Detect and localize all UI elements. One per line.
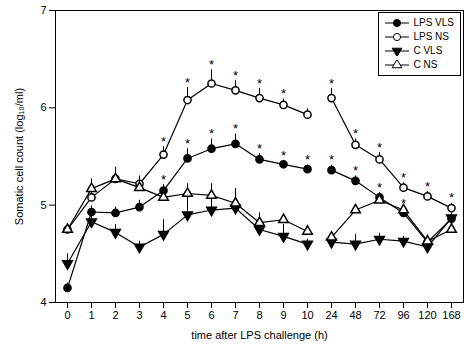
svg-text:3: 3 bbox=[136, 309, 142, 321]
html-text:C VLS: C VLS bbox=[413, 45, 443, 56]
svg-text:*: * bbox=[185, 136, 190, 151]
svg-text:*: * bbox=[329, 76, 334, 91]
svg-text:*: * bbox=[209, 126, 214, 141]
svg-text:*: * bbox=[233, 121, 238, 136]
svg-text:7: 7 bbox=[40, 4, 46, 16]
svg-text:*: * bbox=[353, 126, 358, 141]
svg-text:*: * bbox=[257, 76, 262, 91]
svg-text:*: * bbox=[281, 148, 286, 163]
svg-text:Somatic cell count (log₁₀/ml): Somatic cell count (log₁₀/ml) bbox=[13, 88, 25, 225]
svg-text:*: * bbox=[257, 141, 262, 156]
html-text:LPS VLS: LPS VLS bbox=[413, 17, 454, 28]
svg-text:*: * bbox=[161, 134, 166, 149]
svg-text:10: 10 bbox=[301, 309, 313, 321]
svg-text:48: 48 bbox=[349, 309, 361, 321]
svg-text:*: * bbox=[305, 152, 310, 167]
svg-text:5: 5 bbox=[40, 199, 46, 211]
svg-text:*: * bbox=[449, 190, 454, 205]
svg-text:*: * bbox=[329, 152, 334, 167]
svg-text:2: 2 bbox=[112, 309, 118, 321]
svg-text:6: 6 bbox=[40, 101, 46, 113]
svg-text:*: * bbox=[401, 170, 406, 185]
svg-text:9: 9 bbox=[280, 309, 286, 321]
svg-text:5: 5 bbox=[184, 309, 190, 321]
svg-text:*: * bbox=[185, 75, 190, 90]
svg-text:168: 168 bbox=[442, 309, 460, 321]
svg-text:*: * bbox=[377, 180, 382, 195]
svg-text:120: 120 bbox=[418, 309, 436, 321]
svg-text:*: * bbox=[161, 172, 166, 187]
html-text:LPS NS: LPS NS bbox=[413, 31, 449, 42]
svg-text:*: * bbox=[209, 57, 214, 72]
html-text:C NS: C NS bbox=[413, 59, 438, 70]
svg-text:4: 4 bbox=[40, 296, 46, 308]
svg-text:1: 1 bbox=[88, 309, 94, 321]
svg-text:72: 72 bbox=[373, 309, 385, 321]
svg-text:*: * bbox=[281, 86, 286, 101]
svg-text:*: * bbox=[353, 163, 358, 178]
svg-text:6: 6 bbox=[208, 309, 214, 321]
svg-text:*: * bbox=[425, 179, 430, 194]
svg-text:8: 8 bbox=[256, 309, 262, 321]
svg-text:*: * bbox=[377, 140, 382, 155]
svg-text:24: 24 bbox=[325, 309, 337, 321]
svg-text:time after LPS challenge (h): time after LPS challenge (h) bbox=[191, 329, 327, 341]
svg-text:4: 4 bbox=[160, 309, 166, 321]
svg-text:96: 96 bbox=[397, 309, 409, 321]
svg-text:7: 7 bbox=[232, 309, 238, 321]
svg-text:*: * bbox=[233, 68, 238, 83]
svg-text:0: 0 bbox=[64, 309, 70, 321]
